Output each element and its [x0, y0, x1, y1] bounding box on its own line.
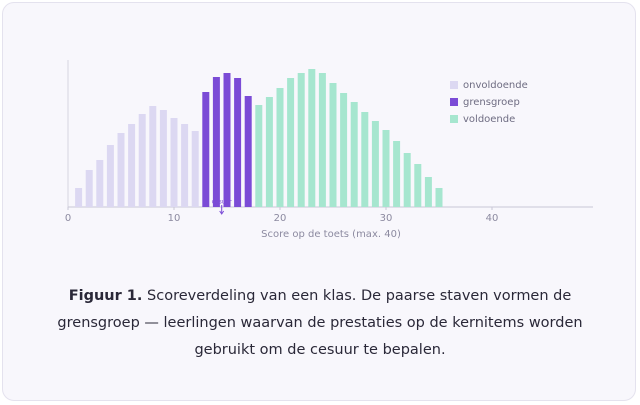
bar [202, 92, 210, 207]
bar [318, 73, 326, 207]
bar [329, 83, 337, 207]
legend-label: onvoldoende [463, 80, 528, 91]
caption-label: Figuur 1. [68, 288, 143, 304]
bar [297, 73, 305, 207]
bar [393, 141, 401, 207]
legend: onvoldoende grensgroep voldoende [450, 80, 528, 125]
legend-swatch [450, 81, 458, 89]
bar [414, 164, 422, 207]
bar [276, 88, 284, 207]
bar [170, 118, 178, 207]
bar [181, 124, 189, 207]
x-tick-label: 10 [168, 213, 181, 224]
bar [85, 170, 93, 207]
x-tick-label: 20 [274, 213, 287, 224]
x-axis-label: Score op de toets (max. 40) [261, 229, 401, 240]
bar [106, 145, 114, 207]
bar [191, 131, 199, 207]
legend-swatch [450, 115, 458, 123]
x-tick-label: 0 [65, 213, 71, 224]
bar [371, 121, 379, 207]
bar [382, 130, 390, 207]
caption: Figuur 1. Scoreverdeling van een klas. D… [30, 283, 610, 364]
bar [244, 96, 252, 207]
bar [435, 188, 443, 207]
bar [424, 177, 432, 207]
bar [255, 105, 263, 207]
bar [117, 133, 125, 207]
annotation: cesuur [212, 199, 233, 206]
bar [75, 188, 83, 207]
bar [287, 78, 295, 207]
x-tick-label: 40 [486, 213, 499, 224]
legend-label: voldoende [463, 114, 515, 125]
bar [223, 73, 231, 207]
annotation-arrowhead [219, 210, 225, 215]
caption-text: Scoreverdeling van een klas. De paarse s… [57, 288, 583, 358]
legend-swatch [450, 98, 458, 106]
legend-label: grensgroep [463, 97, 520, 108]
bar [159, 110, 167, 207]
bar [212, 77, 220, 207]
bar [350, 102, 358, 207]
bar [128, 124, 136, 207]
x-tick-label: 30 [380, 213, 393, 224]
bar [361, 112, 369, 207]
bar [234, 78, 242, 207]
bar [149, 106, 157, 207]
bar [340, 93, 348, 207]
bar [308, 69, 316, 207]
bar [138, 114, 146, 207]
bar [96, 160, 104, 207]
bar [265, 97, 273, 207]
bar [403, 153, 411, 207]
